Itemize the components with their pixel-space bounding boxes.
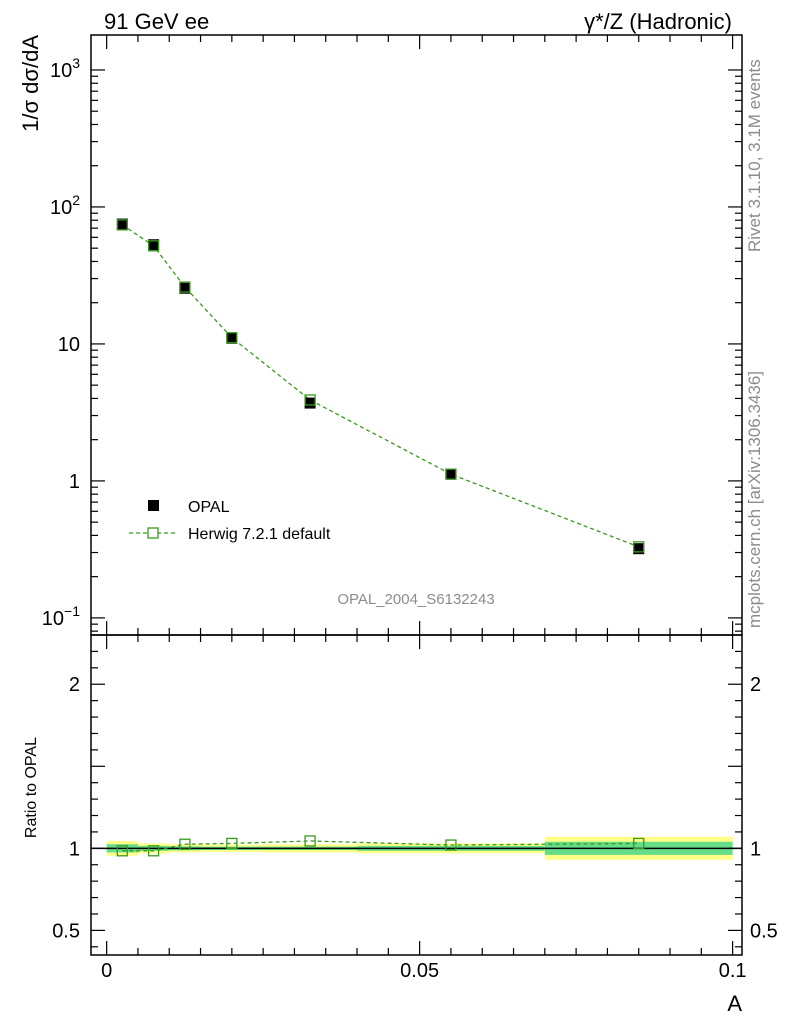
ratio-series-layer <box>116 835 645 857</box>
main-y-tick-label: 10 <box>58 334 80 356</box>
main-series-layer <box>116 218 645 555</box>
legend-herwig-label: Herwig 7.2.1 default <box>188 526 331 543</box>
x-tick-label: 0.05 <box>400 960 439 982</box>
herwig-point <box>304 394 316 406</box>
main-y-tick-label: 103 <box>50 55 80 82</box>
x-tick-label: 0.1 <box>719 960 747 982</box>
herwig-ratio-line <box>122 840 639 852</box>
main-y-tick-label: 102 <box>50 192 80 219</box>
opal-point <box>445 468 457 480</box>
opal-point <box>148 239 160 251</box>
chart-header-right: γ*/Z (Hadronic) <box>584 9 732 34</box>
herwig-ratio-point <box>179 838 191 850</box>
herwig-point <box>226 332 238 344</box>
herwig-ratio-point <box>445 839 457 851</box>
ratio-y-tick-label: 2 <box>69 674 80 696</box>
ratio-y-tick-label-right: 2 <box>750 674 761 696</box>
ratio-y-tick-label: 1 <box>69 838 80 860</box>
x-axis-title: A <box>727 991 742 1016</box>
mcplots-label: mcplots.cern.ch [arXiv:1306.3436] <box>745 371 764 628</box>
chart-header-left: 91 GeV ee <box>104 9 209 34</box>
analysis-watermark: OPAL_2004_S6132243 <box>337 591 494 608</box>
ratio-panel-frame <box>90 634 743 956</box>
opal-point <box>116 218 128 230</box>
opal-point <box>304 397 316 409</box>
herwig-point <box>147 240 160 252</box>
main-y-axis-title: 1/σ dσ/dA <box>18 35 43 132</box>
herwig-point <box>179 281 191 293</box>
herwig-point <box>445 468 457 480</box>
ratio-y-tick-label-right: 1 <box>750 838 761 860</box>
legend-opal-marker <box>148 500 159 511</box>
main-y-tick-label: 10−1 <box>42 603 80 630</box>
herwig-point <box>633 541 645 553</box>
opal-point <box>633 543 645 555</box>
x-tick-label: 0 <box>101 960 112 982</box>
herwig-ratio-point <box>304 835 316 847</box>
herwig-ratio-point <box>116 845 128 857</box>
rivet-version-label: Rivet 3.1.10, 3.1M events <box>745 59 764 252</box>
herwig-ratio-point <box>633 837 645 850</box>
axes-ticks: 0 0.05 0.1 10−1 1 10 102 103 0.5 0.5 1 1 2 2 <box>42 35 778 982</box>
herwig-ratio-point <box>226 837 238 850</box>
legend-herwig-marker <box>147 527 159 539</box>
opal-point <box>226 332 238 344</box>
ratio-y-tick-label: 0.5 <box>52 920 80 942</box>
ratio-y-axis-title: Ratio to OPAL <box>23 737 40 838</box>
herwig-point <box>116 219 128 231</box>
legend-opal-label: OPAL <box>188 499 230 516</box>
ratio-y-tick-label-right: 0.5 <box>750 920 778 942</box>
legend: OPAL Herwig 7.2.1 default <box>129 499 331 543</box>
main-y-tick-label: 1 <box>69 471 80 493</box>
opal-point <box>179 282 191 294</box>
herwig-ratio-point <box>147 845 160 857</box>
